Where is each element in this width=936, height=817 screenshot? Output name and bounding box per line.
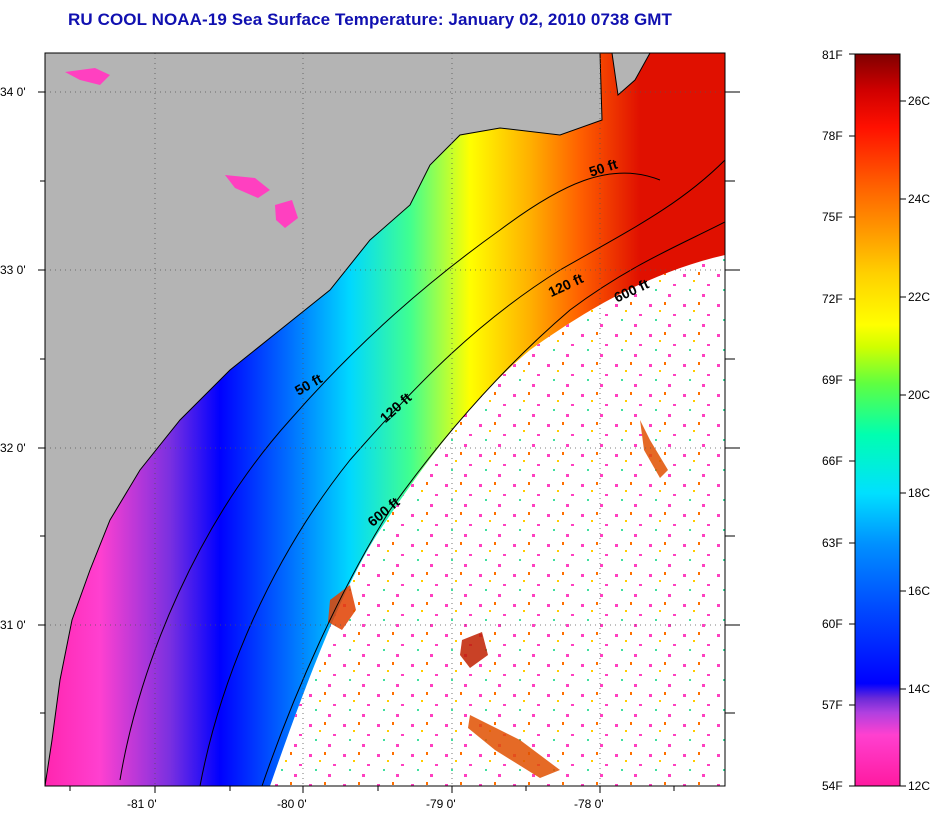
colorbar-f-label: 69F <box>822 373 843 387</box>
colorbar-f-label: 72F <box>822 292 843 306</box>
lon-tick-label: -80 0' <box>277 797 307 811</box>
axis-ticks <box>38 91 740 793</box>
lake <box>275 200 298 228</box>
colorbar-c-label: 18C <box>908 486 930 500</box>
warm-eddy <box>468 715 560 778</box>
isobath-50ft <box>119 172 661 781</box>
colorbar-c-label: 14C <box>908 682 930 696</box>
colorbar-f-label: 78F <box>822 129 843 143</box>
isobath-600ft <box>261 221 725 786</box>
colorbar-f-label: 75F <box>822 210 843 224</box>
map-frame <box>44 52 726 787</box>
colorbar-f-label: 60F <box>822 617 843 631</box>
colorbar-c-label: 26C <box>908 94 930 108</box>
colorbar-c-label: 12C <box>908 779 930 793</box>
colorbar-f-label: 57F <box>822 698 843 712</box>
lon-tick-label: -79 0' <box>426 797 456 811</box>
graticule <box>45 53 725 786</box>
lat-tick-label: 33 0' <box>0 263 26 277</box>
cloud-speckle <box>270 255 725 786</box>
lake <box>65 68 110 85</box>
colorbar-c-label: 16C <box>908 584 930 598</box>
land-northeast <box>611 53 651 96</box>
warm-eddy <box>460 632 488 668</box>
colorbar-c-label: 20C <box>908 388 930 402</box>
colorbar-gradient <box>854 53 901 787</box>
lon-tick-label: -78 0' <box>574 797 604 811</box>
colorbar-c-label: 24C <box>908 192 930 206</box>
colorbar-f-label: 66F <box>822 454 843 468</box>
lat-tick-label: 32 0' <box>0 441 26 455</box>
colorbar-f-label: 54F <box>822 779 843 793</box>
map-title: RU COOL NOAA-19 Sea Surface Temperature:… <box>68 10 673 29</box>
colorbar-f-label: 81F <box>822 48 843 62</box>
colorbar-f-label: 63F <box>822 536 843 550</box>
warm-eddy <box>328 585 356 630</box>
lon-tick-label: -81 0' <box>127 797 157 811</box>
lat-tick-label: 34 0' <box>0 85 26 99</box>
map-area <box>45 53 725 786</box>
warm-eddy <box>640 420 668 478</box>
isobath-120ft <box>199 159 725 786</box>
colorbar: 81F 78F 75F 72F 69F 66F 63F 60F 57F 54F … <box>822 48 930 793</box>
lat-tick-label: 31 0' <box>0 618 26 632</box>
land-mainland <box>45 53 603 786</box>
colorbar-c-label: 22C <box>908 290 930 304</box>
lake <box>225 175 270 198</box>
